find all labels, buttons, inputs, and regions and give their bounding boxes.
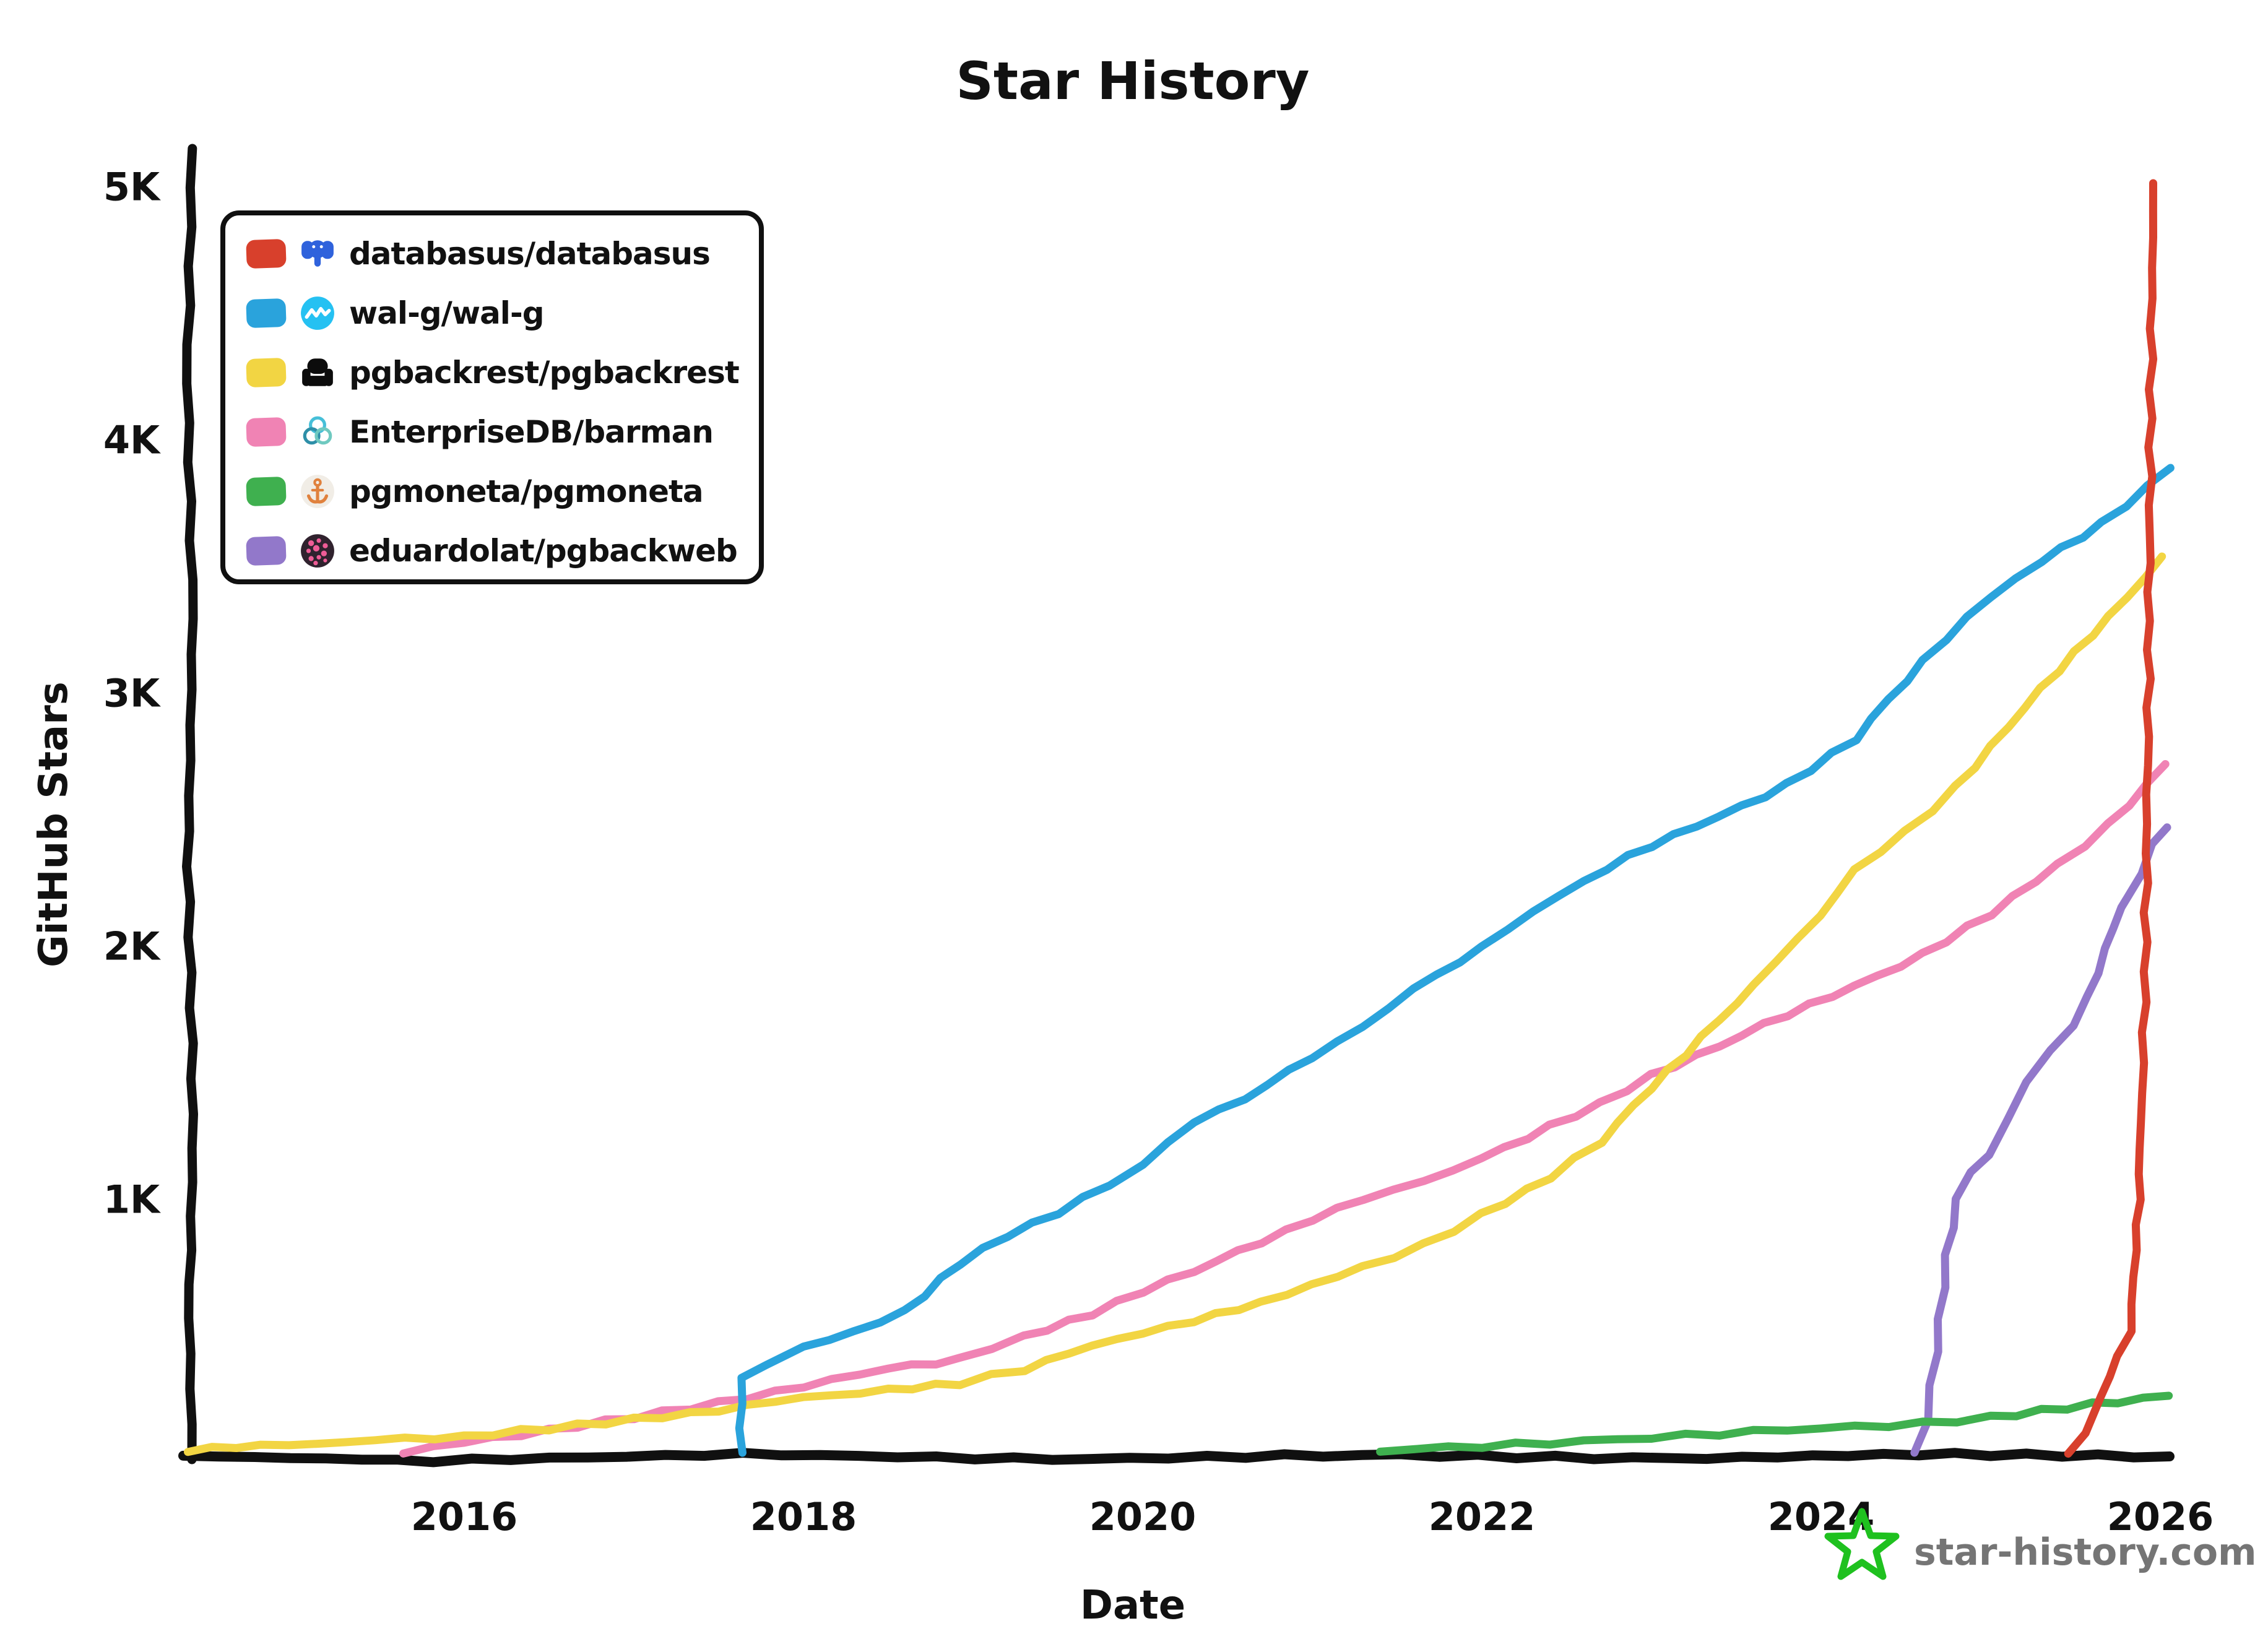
armchair-icon xyxy=(300,355,335,391)
star-doodle-icon xyxy=(1824,1508,1900,1580)
x-tick-2026: 2026 xyxy=(2107,1494,2214,1539)
legend-color-swatch xyxy=(246,357,287,388)
y-tick-1k: 1K xyxy=(103,1177,161,1222)
legend-label: wal-g/wal-g xyxy=(349,295,544,331)
legend-item-wal-g: wal-g/wal-g xyxy=(246,283,759,343)
series-line-pgbackrest-pgbackrest xyxy=(184,552,2166,1456)
legend-label: pgbackrest/pgbackrest xyxy=(349,355,740,391)
x-tick-2018: 2018 xyxy=(750,1494,857,1539)
series-line-enterprisedb-barman xyxy=(399,760,2170,1458)
y-tick-3k: 3K xyxy=(103,671,161,716)
y-tick-2k: 2K xyxy=(103,924,161,969)
legend-color-swatch xyxy=(246,417,287,448)
postgres-elephant-icon xyxy=(300,236,335,272)
series-line-wal-g-wal-g xyxy=(735,464,2175,1457)
legend: databasus/databasus wal-g/wal-g pgbackre… xyxy=(220,210,764,584)
series-line-pgmoneta-pgmoneta xyxy=(1376,1391,2173,1456)
x-tick-2016: 2016 xyxy=(411,1494,518,1539)
y-axis-title: GitHub Stars xyxy=(31,681,77,967)
legend-label: eduardolat/pgbackweb xyxy=(349,533,738,569)
legend-item-pgmoneta: pgmoneta/pgmoneta xyxy=(246,462,759,521)
star-history-logo: star-history.com xyxy=(1824,1508,2257,1580)
legend-color-swatch xyxy=(246,238,287,269)
series-line-databasus-databasus xyxy=(2064,179,2158,1458)
anchor-icon xyxy=(300,474,335,509)
x-tick-2020: 2020 xyxy=(1089,1494,1197,1539)
legend-item-pgbackweb: eduardolat/pgbackweb xyxy=(246,521,759,581)
axes xyxy=(178,144,2175,1468)
legend-color-swatch xyxy=(246,535,287,566)
berry-icon xyxy=(300,533,335,569)
legend-item-databasus: databasus/databasus xyxy=(246,224,759,283)
wave-circle-icon xyxy=(300,295,335,331)
legend-label: databasus/databasus xyxy=(349,236,711,272)
legend-item-pgbackrest: pgbackrest/pgbackrest xyxy=(246,343,759,402)
watermark-text: star-history.com xyxy=(1914,1531,2257,1574)
legend-label: pgmoneta/pgmoneta xyxy=(349,474,704,509)
rings-icon xyxy=(300,414,335,450)
legend-label: EnterpriseDB/barman xyxy=(349,414,714,450)
series-lines xyxy=(184,179,2175,1458)
x-axis-line xyxy=(178,1448,2175,1468)
y-tick-4k: 4K xyxy=(103,418,161,463)
legend-color-swatch xyxy=(246,298,287,329)
series-line-eduardolat-pgbackweb xyxy=(1910,823,2171,1457)
legend-color-swatch xyxy=(246,476,287,507)
y-tick-5k: 5K xyxy=(103,165,161,210)
legend-item-barman: EnterpriseDB/barman xyxy=(246,402,759,462)
x-axis-title: Date xyxy=(1080,1583,1185,1628)
chart-title: Star History xyxy=(956,51,1309,111)
x-tick-2022: 2022 xyxy=(1429,1494,1536,1539)
y-axis-line xyxy=(182,144,198,1464)
